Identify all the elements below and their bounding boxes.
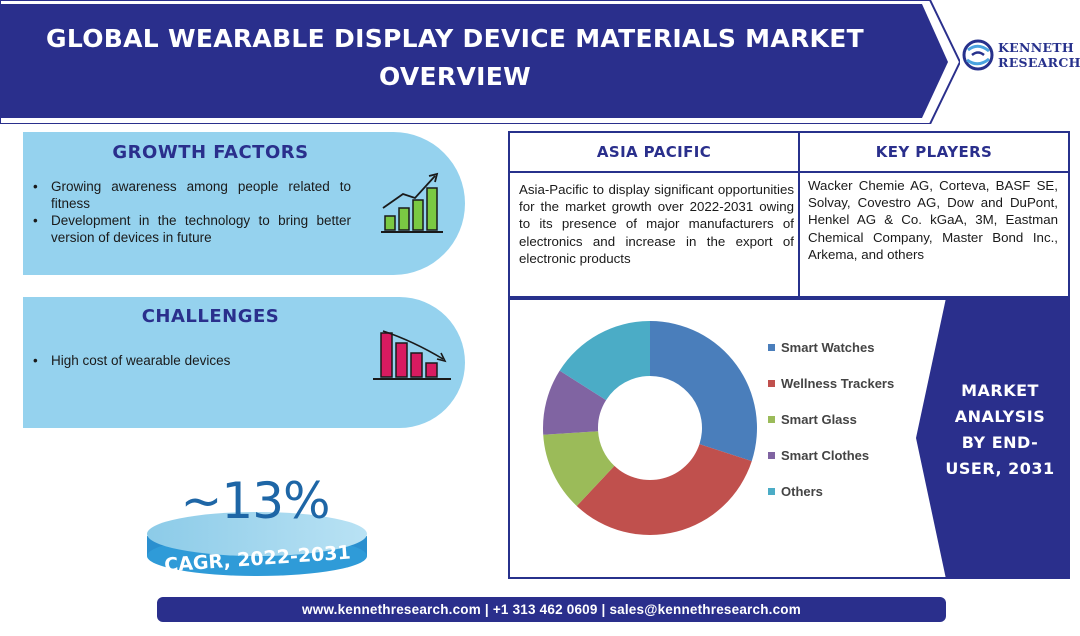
page-title: GLOBAL WEARABLE DISPLAY DEVICE MATERIALS… — [46, 24, 864, 91]
logo-text: KENNETH RESEARCH — [998, 40, 1080, 70]
bar-chart-down-icon — [373, 330, 451, 380]
legend-swatch — [768, 488, 775, 495]
legend-label: Smart Glass — [781, 412, 857, 427]
growth-factors-panel: GROWTH FACTORS Growing awareness among p… — [23, 132, 465, 275]
legend-swatch — [768, 344, 775, 351]
legend-label: Wellness Trackers — [781, 376, 895, 391]
growth-factors-list: Growing awareness among people related t… — [33, 178, 351, 246]
list-item: High cost of wearable devices — [33, 352, 351, 369]
challenges-title: CHALLENGES — [141, 306, 280, 327]
asia-pacific-text: Asia-Pacific to display significant oppo… — [519, 182, 794, 266]
donut-slice-smart-watches — [650, 321, 757, 462]
donut-slice-smart-glass — [543, 431, 615, 506]
table-divider-horizontal — [510, 171, 1068, 173]
contact-footer: www.kennethresearch.com | +1 313 462 060… — [157, 597, 946, 622]
globe-swirl-icon — [962, 39, 994, 71]
bar-chart-up-icon — [381, 172, 443, 233]
header-banner: GLOBAL WEARABLE DISPLAY DEVICE MATERIALS… — [0, 0, 960, 124]
cagr-disc — [147, 512, 367, 576]
list-item: Growing awareness among people related t… — [33, 178, 351, 212]
cagr-value: ~13% — [180, 472, 330, 530]
list-item: Development in the technology to bring b… — [33, 212, 351, 246]
legend-swatch — [768, 452, 775, 459]
market-analysis-label: MARKET ANALYSIS BY END-USER, 2031 — [945, 381, 1055, 478]
legend-label: Smart Watches — [781, 340, 875, 355]
key-players-text: Wacker Chemie AG, Corteva, BASF SE, Solv… — [808, 178, 1058, 262]
challenges-list: High cost of wearable devices — [33, 352, 351, 369]
cagr-badge: ~13% CAGR, 2022-2031 — [145, 470, 370, 580]
legend-swatch — [768, 416, 775, 423]
legend-label: Smart Clothes — [781, 448, 870, 463]
donut-slice-wellness-trackers — [576, 444, 752, 535]
market-analysis-banner: MARKET ANALYSIS BY END-USER, 2031 — [916, 298, 1070, 579]
table-divider-vertical — [798, 133, 800, 296]
donut-slice-smart-clothes — [543, 370, 607, 435]
legend-label: Others — [781, 484, 823, 499]
legend-swatch — [768, 380, 775, 387]
growth-factors-title: GROWTH FACTORS — [112, 142, 309, 163]
side-banner-shape — [916, 298, 1070, 579]
asia-pacific-heading: ASIA PACIFIC — [596, 143, 712, 161]
key-players-heading: KEY PLAYERS — [875, 143, 993, 161]
challenges-panel: CHALLENGES High cost of wearable devices — [23, 297, 465, 428]
donut-chart — [543, 321, 757, 535]
donut-slice-others — [559, 321, 650, 401]
banner-arrow-shape — [0, 0, 960, 124]
kenneth-research-logo: KENNETH RESEARCH — [962, 36, 1080, 76]
region-players-table: ASIA PACIFIC KEY PLAYERS Asia-Pacific to… — [508, 131, 1070, 298]
